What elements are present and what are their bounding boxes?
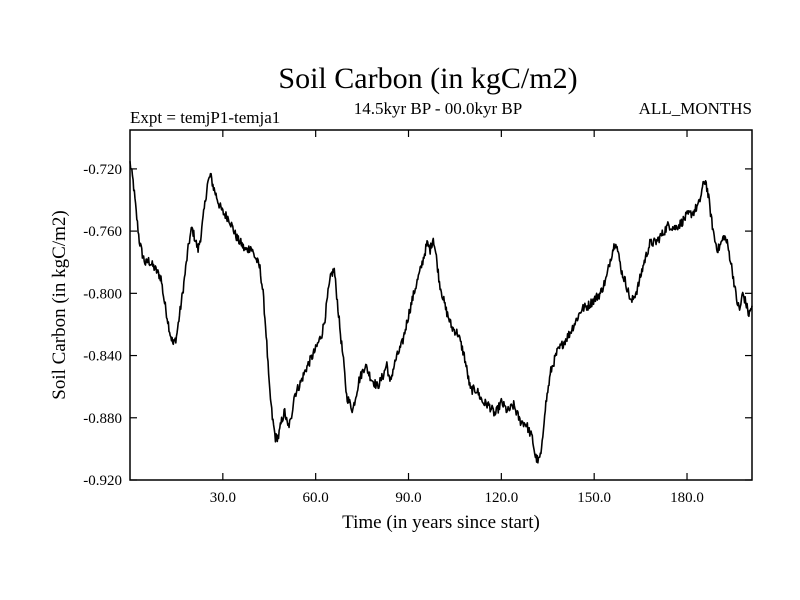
x-tick-label: 120.0 (484, 490, 518, 506)
y-tick-label: -0.720 (83, 162, 122, 178)
x-axis-ticks: 30.0 60.0 90.0 120.0 150.0 180.0 (210, 130, 704, 506)
y-tick-label: -0.760 (83, 224, 122, 240)
plot-frame (129, 129, 753, 481)
x-tick-label: 30.0 (210, 490, 236, 506)
x-tick-label: 180.0 (670, 490, 704, 506)
y-tick-label: -0.880 (83, 411, 122, 427)
y-tick-label: -0.840 (83, 349, 122, 365)
y-tick-label: -0.920 (83, 473, 122, 489)
x-tick-label: 60.0 (303, 490, 329, 506)
y-tick-label: -0.800 (83, 286, 122, 302)
x-axis-label: Time (in years since start) (342, 512, 540, 533)
y-axis-ticks: -0.720 -0.760 -0.800 -0.840 -0.880 -0.920 (83, 162, 752, 489)
time-range-label: 14.5kyr BP - 00.0kyr BP (354, 99, 522, 118)
months-label: ALL_MONTHS (639, 99, 752, 118)
chart-title: Soil Carbon (in kgC/m2) (278, 62, 577, 95)
x-tick-label: 150.0 (577, 490, 611, 506)
series-line-soil-carbon (129, 161, 753, 464)
experiment-label: Expt = temjP1-temja1 (130, 108, 280, 127)
y-axis-label: Soil Carbon (in kgC/m2) (49, 210, 70, 399)
x-tick-label: 90.0 (395, 490, 421, 506)
